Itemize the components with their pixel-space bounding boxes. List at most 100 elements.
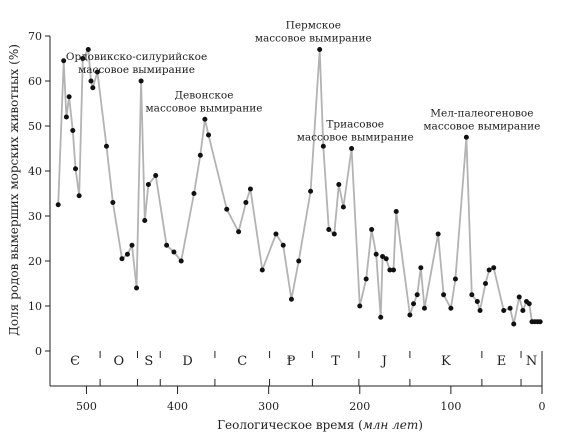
annotation-line: Пермское (286, 20, 341, 32)
period-label: Є (70, 354, 80, 369)
data-point (243, 200, 249, 205)
data-point (474, 299, 480, 304)
data-point (421, 305, 427, 311)
data-point (331, 231, 337, 237)
data-point (414, 292, 420, 298)
y-tick-label: 10 (28, 300, 42, 313)
data-point (66, 94, 72, 100)
data-point (296, 258, 302, 264)
data-point (70, 128, 76, 133)
annotation-label: Девонское массовое вымирание (146, 89, 263, 114)
data-point (326, 227, 332, 232)
data-point (80, 56, 86, 61)
data-point (501, 308, 507, 313)
data-point (369, 227, 375, 232)
data-point (418, 265, 424, 271)
data-point (259, 267, 265, 273)
data-point (483, 281, 489, 286)
data-point (178, 258, 184, 264)
y-tick-label: 0 (35, 345, 42, 358)
x-tick-label: 400 (167, 400, 188, 413)
y-tick-label: 60 (28, 75, 42, 88)
annotation-label: Ордовикско-силурийское массовое вымирание (66, 51, 207, 76)
data-point (308, 188, 314, 194)
data-point (380, 254, 386, 259)
data-point (197, 152, 203, 158)
data-point (94, 69, 100, 75)
period-label: T (331, 354, 340, 369)
y-tick-label: 30 (28, 210, 42, 223)
data-point (138, 78, 144, 84)
data-point (76, 193, 82, 199)
data-point (61, 58, 67, 64)
data-point (153, 173, 159, 178)
data-point (90, 85, 96, 91)
period-label: O (113, 354, 124, 369)
data-point (477, 308, 483, 313)
data-series (55, 47, 543, 327)
data-point (145, 182, 151, 187)
period-label: E (497, 354, 507, 369)
data-point (236, 229, 242, 235)
y-tick-label: 20 (28, 255, 42, 268)
data-point (129, 242, 135, 248)
annotations: Ордовикско-силурийское массовое вымирание… (66, 20, 540, 144)
x-axis-title-close: ) (418, 418, 423, 432)
data-point (486, 267, 492, 273)
data-point (55, 202, 61, 208)
data-point (171, 249, 177, 255)
data-point (124, 251, 130, 257)
data-point (469, 292, 475, 298)
y-tick-label: 50 (28, 120, 42, 133)
data-point (357, 303, 363, 309)
data-point (85, 47, 91, 52)
annotation-line: Триасовое (326, 119, 384, 131)
data-point (191, 191, 197, 196)
data-point (491, 265, 497, 271)
data-point (340, 204, 346, 210)
period-label: S (144, 354, 153, 369)
data-point (63, 114, 69, 120)
x-tick-label: 100 (440, 400, 461, 413)
data-point (206, 132, 212, 138)
data-point (363, 276, 369, 282)
data-point (507, 305, 513, 311)
x-axis-title-italic: млн лет (363, 418, 418, 432)
data-point (224, 206, 230, 212)
data-point (134, 285, 140, 291)
data-point (516, 294, 522, 300)
period-label: J (380, 354, 387, 369)
annotation-line: массовое вымирание (255, 33, 372, 45)
x-tick-label: 500 (76, 400, 97, 413)
data-point (452, 276, 458, 282)
annotation-line: массовое вымирание (423, 120, 540, 132)
data-point (320, 143, 326, 149)
series-line (57, 48, 541, 325)
annotation-line: массовое вымирание (297, 132, 414, 144)
y-tick-label: 40 (28, 165, 42, 178)
annotation-line: Мел-палеогеновое (430, 107, 533, 119)
data-point (537, 319, 543, 325)
data-point (119, 256, 125, 262)
data-point (247, 186, 253, 192)
data-point (411, 301, 417, 307)
data-point (435, 231, 441, 237)
y-axis: 0 10 20 30 40 50 60 70 (28, 30, 51, 358)
data-point (336, 182, 342, 187)
data-point (526, 301, 532, 307)
data-point (383, 256, 389, 262)
x-tick-label: 200 (349, 400, 370, 413)
period-label: C (237, 354, 247, 369)
annotation-line: Ордовикско-силурийское (66, 51, 207, 63)
data-point (349, 146, 355, 151)
y-axis-title: Доля родов вымерших морских животных (%) (7, 44, 21, 336)
x-tick-label: 0 (539, 400, 546, 413)
data-point (373, 251, 379, 257)
data-point (387, 267, 393, 273)
data-point (393, 209, 399, 214)
data-point (273, 231, 279, 237)
period-label: K (441, 354, 451, 369)
annotation-line: Девонское (174, 89, 233, 101)
